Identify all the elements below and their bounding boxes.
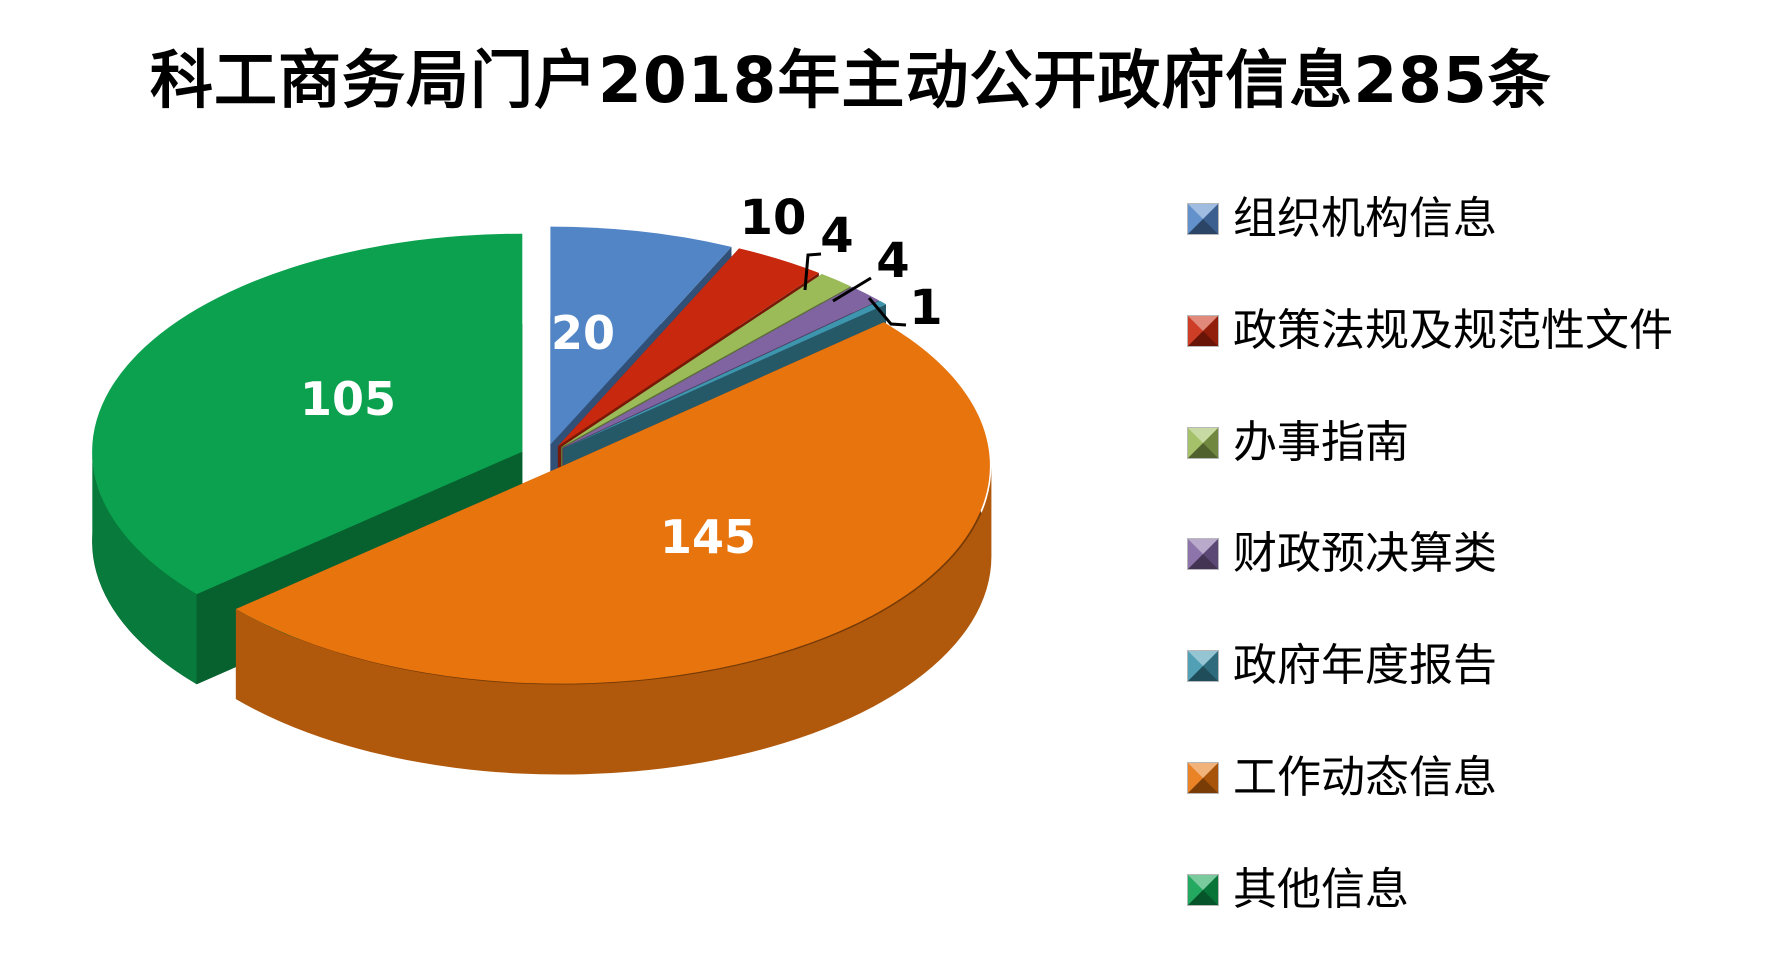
pie-slice-wall bbox=[92, 451, 197, 685]
legend-label: 政府年度报告 bbox=[1233, 640, 1497, 691]
pie-slice-wall bbox=[235, 466, 992, 775]
pie-top-faces-layer bbox=[92, 226, 990, 684]
leader-line bbox=[803, 252, 822, 291]
leader-line bbox=[867, 297, 907, 327]
legend-item: 组织机构信息 bbox=[1188, 196, 1497, 242]
slice-value-label: 10 bbox=[740, 190, 807, 246]
legend-label: 工作动态信息 bbox=[1233, 752, 1497, 803]
leader-line bbox=[832, 276, 872, 303]
pie-slice-top bbox=[563, 300, 886, 449]
legend-swatch bbox=[1188, 539, 1218, 569]
pie-slice-top bbox=[562, 286, 879, 448]
legend-swatch bbox=[1188, 763, 1218, 793]
slice-value-label: 20 bbox=[551, 306, 615, 360]
legend-label: 政策法规及规范性文件 bbox=[1233, 305, 1673, 356]
pie-slice-top bbox=[550, 226, 732, 445]
legend-item: 工作动态信息 bbox=[1188, 755, 1497, 801]
legend-label: 办事指南 bbox=[1233, 417, 1409, 468]
slice-value-label: 145 bbox=[660, 510, 756, 564]
legend-swatch bbox=[1188, 316, 1218, 346]
legend-label: 财政预决算类 bbox=[1233, 528, 1497, 579]
legend-swatch bbox=[1188, 204, 1218, 234]
pie-slice-top bbox=[92, 233, 523, 595]
slice-value-label: 4 bbox=[876, 233, 909, 289]
legend-item: 其他信息 bbox=[1188, 867, 1409, 913]
slice-value-label: 4 bbox=[820, 208, 853, 264]
legend-item: 办事指南 bbox=[1188, 420, 1409, 466]
legend-item: 政策法规及规范性文件 bbox=[1188, 308, 1673, 354]
legend-label: 组织机构信息 bbox=[1233, 193, 1497, 244]
chart-title: 科工商务局门户2018年主动公开政府信息285条 bbox=[150, 44, 1552, 117]
pie-slice-top bbox=[557, 248, 819, 447]
legend-item: 政府年度报告 bbox=[1188, 643, 1497, 689]
chart-legend: 组织机构信息政策法规及规范性文件 办事指南财政预决算类 政府年度报告 工作动态信息 其他… bbox=[1188, 0, 1748, 961]
legend-label: 其他信息 bbox=[1233, 864, 1409, 915]
slice-value-label: 1 bbox=[909, 280, 942, 336]
legend-swatch bbox=[1188, 651, 1218, 681]
legend-item: 财政预决算类 bbox=[1188, 531, 1497, 577]
pie-side-walls-layer bbox=[92, 451, 992, 775]
pie-slice-top bbox=[235, 322, 990, 684]
legend-swatch bbox=[1188, 875, 1218, 905]
legend-swatch bbox=[1188, 428, 1218, 458]
pie-slice-top bbox=[561, 274, 851, 448]
slice-value-label: 105 bbox=[300, 372, 396, 426]
